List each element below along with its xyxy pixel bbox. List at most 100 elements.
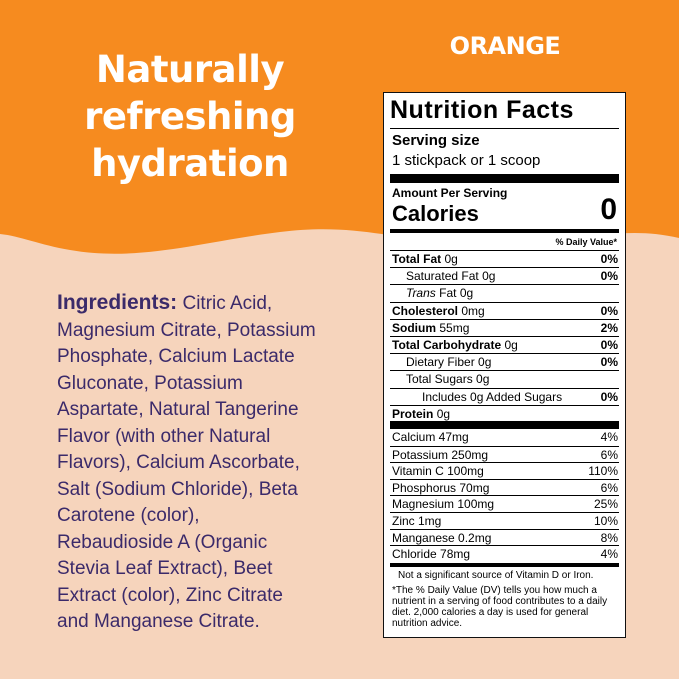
ingredients-text: and Manganese Citrate. — [57, 611, 260, 632]
nutrient-amount: 0g — [459, 286, 474, 301]
nutrient-row: Trans Fat 0g — [390, 284, 619, 302]
nutrient-label: Total Carbohydrate 0g — [392, 337, 518, 354]
ingredients-text: Rebaudioside A (Organic — [57, 531, 268, 553]
ingredients-text: Salt (Sodium Chloride), Beta — [57, 478, 298, 500]
rule — [390, 128, 619, 129]
rule — [390, 563, 619, 567]
nutrient-row: Total Sugars 0g — [390, 370, 619, 388]
ingredients-line: and Manganese Citrate. — [57, 609, 316, 636]
serving-size: 1 stickpack or 1 scoop — [392, 152, 541, 169]
ingredients-line: Rebaudioside A (Organic — [57, 530, 316, 557]
nutrient-label: Includes 0g Added Sugars — [422, 389, 562, 406]
nutrient-row: Total Carbohydrate 0g 0% — [390, 336, 619, 354]
vitamin-dv: 6% — [600, 480, 618, 495]
ingredients-line: Gluconate, Potassium — [57, 371, 316, 398]
rule — [390, 174, 619, 183]
nutrient-dv: 0% — [600, 389, 618, 404]
ingredients-line: Aspartate, Natural Tangerine — [57, 397, 316, 424]
vitamin-name: Potassium 250mg — [392, 447, 489, 462]
ingredients-line: Magnesium Citrate, Potassium — [57, 318, 316, 345]
ingredients-text: Carotene (color), — [57, 505, 200, 526]
ingredients-line: Flavors), Calcium Ascorbate, — [57, 450, 316, 477]
vitamin-row: Manganese 0.2mg 8% — [390, 528, 619, 547]
nutrient-name: Saturated Fat — [406, 269, 479, 284]
nutrient-dv: 0% — [600, 303, 618, 318]
nutrient-row: Protein 0g — [390, 404, 619, 423]
vitamin-row: Magnesium 100mg 25% — [390, 495, 619, 513]
headline-line: refreshing — [84, 95, 296, 138]
ingredients-text: Flavors), Calcium Ascorbate, — [57, 452, 300, 473]
nutrient-name: Total Fat — [392, 252, 442, 266]
vitamin-name: Magnesium 100mg — [392, 497, 495, 512]
nutrient-label: Dietary Fiber 0g — [406, 354, 491, 371]
serving-label: Serving size — [392, 132, 480, 149]
vitamin-dv: 8% — [600, 530, 618, 545]
vitamin-name: Calcium 47mg — [392, 430, 469, 444]
vitamin-name: Chloride 78mg — [392, 547, 471, 562]
nutrition-facts: Nutrition Facts Serving size 1 stickpack… — [383, 92, 626, 638]
nutrient-label: Protein 0g — [392, 406, 450, 423]
nutrient-amount: 0g — [436, 406, 451, 421]
nutrient-label: Trans Fat 0g — [406, 285, 473, 302]
ingredients-text: Citric Acid, — [177, 293, 273, 314]
calories-label: Calories — [392, 201, 479, 226]
ingredients-text: Extract (color), Zinc Citrate — [57, 584, 283, 606]
nutrient-amount: 0mg — [461, 303, 485, 318]
ingredients-text: Magnesium Citrate, Potassium — [57, 319, 316, 341]
vitamin-dv: 4% — [600, 547, 618, 562]
vitamin-dv: 4% — [600, 430, 618, 444]
vitamin-dv: 110% — [588, 464, 618, 479]
vitamin-row: Vitamin C 100mg 110% — [390, 462, 619, 480]
nutrient-label: Sodium 55mg — [392, 320, 469, 337]
nutrient-dv: 0% — [600, 338, 618, 352]
nutrient-italic: Trans — [406, 286, 436, 301]
nutrient-amount: 0g — [504, 338, 518, 352]
nutrient-name: Sodium — [392, 320, 436, 335]
ingredients: Ingredients: Citric Acid, Magnesium Citra… — [57, 290, 316, 636]
nutrient-dv: 0% — [600, 355, 618, 370]
nutrient-label: Total Fat 0g — [392, 251, 458, 268]
nutrient-dv: 0% — [600, 269, 618, 284]
nutrient-name: Fat — [439, 286, 457, 301]
nutrient-amount: 55mg — [439, 320, 470, 335]
nutrient-name: Total Sugars — [406, 372, 473, 387]
headline: Naturally refreshing hydration — [40, 46, 340, 187]
vitamin-row: Potassium 250mg 6% — [390, 445, 619, 464]
ingredients-text: Gluconate, Potassium — [57, 372, 243, 394]
vitamin-name: Phosphorus 70mg — [392, 480, 490, 495]
nutrient-amount: 0g — [476, 372, 490, 387]
headline-line: Naturally — [95, 48, 285, 91]
nutrient-amount: 0g — [444, 252, 458, 266]
vitamin-row: Chloride 78mg 4% — [390, 545, 619, 563]
nutrient-name: Protein — [392, 406, 434, 421]
footnote: *The % Daily Value (DV) tells you how mu… — [392, 585, 608, 629]
vitamin-row: Calcium 47mg 4% — [390, 429, 619, 446]
vitamin-row: Zinc 1mg 10% — [390, 512, 619, 530]
nutrient-row: Sodium 55mg 2% — [390, 318, 619, 337]
nutrient-row: Dietary Fiber 0g 0% — [390, 353, 619, 371]
nutrient-row: Saturated Fat 0g 0% — [390, 267, 619, 285]
vitamin-name: Vitamin C 100mg — [392, 464, 484, 479]
amount-per-serving: Amount Per Serving — [392, 186, 508, 200]
rule — [390, 421, 619, 429]
rule — [390, 229, 619, 233]
nutrient-row: Includes 0g Added Sugars 0% — [390, 387, 619, 406]
nutrient-label: Saturated Fat 0g — [406, 268, 495, 285]
ingredients-line: Carotene (color), — [57, 503, 316, 530]
nutrient-amount: 0g — [482, 269, 496, 284]
ingredients-line: Extract (color), Zinc Citrate — [57, 583, 316, 610]
nutrient-name: Total Carbohydrate — [392, 338, 502, 352]
calories-value: 0 — [600, 193, 617, 226]
nutrient-label: Cholesterol 0mg — [392, 303, 485, 320]
vitamin-dv: 10% — [593, 514, 618, 528]
nutrient-name: Cholesterol — [392, 303, 459, 318]
nutrition-title: Nutrition Facts — [390, 96, 574, 124]
vitamin-dv: 6% — [600, 447, 618, 462]
nutrient-dv: 0% — [600, 252, 618, 266]
vitamin-name: Zinc 1mg — [392, 514, 442, 528]
ingredients-line: Phosphate, Calcium Lactate — [57, 344, 316, 371]
footnote: Not a significant source of Vitamin D or… — [398, 570, 594, 581]
ingredients-line: Flavor (with other Natural — [57, 424, 316, 451]
nutrient-label: Total Sugars 0g — [406, 371, 489, 388]
